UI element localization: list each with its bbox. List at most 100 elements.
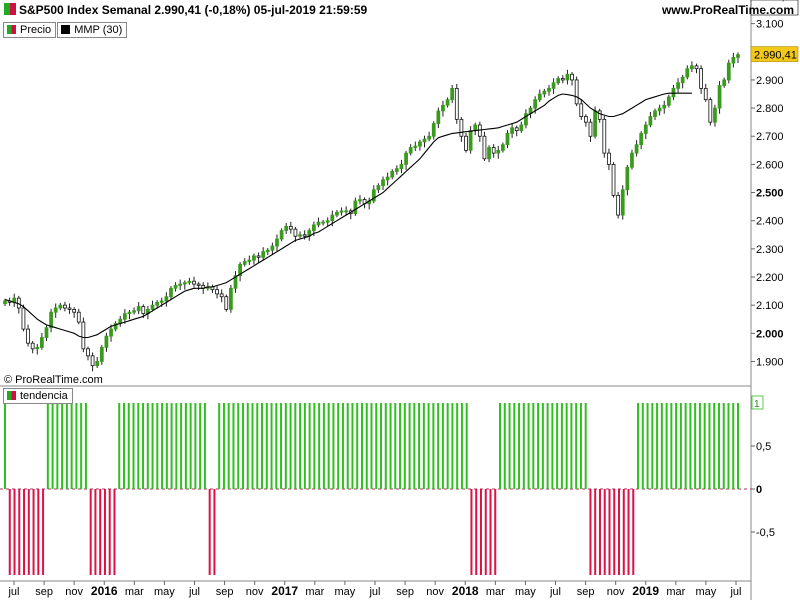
- site-label[interactable]: www.ProRealTime.com: [661, 3, 794, 17]
- candle: [339, 210, 344, 213]
- candle: [690, 65, 694, 70]
- candle: [680, 76, 685, 84]
- candle: [436, 110, 441, 124]
- candle: [570, 73, 574, 81]
- candle: [164, 296, 169, 302]
- ma-value-box: [750, 0, 799, 16]
- trend-y-tick-label: 0: [756, 484, 762, 496]
- x-tick-label: mar: [486, 586, 505, 598]
- x-tick-label: jul: [368, 586, 380, 598]
- candle: [468, 130, 473, 151]
- ma-path: [4, 92, 692, 339]
- candle: [63, 304, 67, 309]
- candle: [639, 133, 644, 146]
- candle: [427, 135, 432, 140]
- candle: [311, 224, 316, 231]
- candle: [671, 87, 676, 98]
- candle: [293, 228, 298, 237]
- candle: [325, 220, 330, 223]
- candle: [404, 152, 408, 165]
- candle: [482, 135, 487, 160]
- legend-price[interactable]: Precio: [3, 22, 57, 38]
- candle: [579, 103, 584, 117]
- candle: [330, 214, 335, 222]
- candle: [109, 328, 113, 337]
- candle: [275, 238, 279, 247]
- candle: [284, 225, 289, 231]
- candle: [252, 255, 256, 261]
- candle: [699, 68, 703, 89]
- x-tick-label: may: [154, 586, 175, 598]
- candle: [666, 96, 671, 106]
- candle: [413, 145, 418, 148]
- candle: [224, 296, 229, 310]
- candle: [676, 82, 680, 89]
- candle: [219, 293, 224, 298]
- candle: [316, 221, 321, 226]
- candle: [90, 355, 95, 367]
- x-tick-label: 2017: [271, 584, 298, 598]
- y-tick-label: 2.700: [756, 131, 784, 143]
- trend-last-label: 1: [754, 399, 760, 410]
- y-tick-label: 2.300: [756, 244, 784, 256]
- candle: [215, 289, 219, 295]
- candle: [565, 73, 570, 81]
- candle: [602, 118, 607, 154]
- candle: [187, 280, 192, 284]
- candle: [358, 199, 362, 202]
- candle: [390, 171, 395, 178]
- candle: [229, 287, 233, 310]
- candle: [159, 300, 164, 303]
- y-tick-label: 2.900: [756, 75, 784, 87]
- candle: [418, 141, 422, 147]
- ma-swatch-icon: [61, 25, 71, 34]
- candle: [491, 147, 496, 154]
- candle: [630, 152, 634, 168]
- candle: [49, 311, 53, 329]
- candle: [44, 327, 49, 338]
- x-tick-label: nov: [65, 586, 83, 598]
- candle: [611, 163, 616, 196]
- x-tick-label: sep: [35, 586, 53, 598]
- candle: [242, 261, 247, 265]
- candle: [685, 68, 690, 78]
- x-tick-label: nov: [607, 586, 625, 598]
- candle: [510, 127, 514, 134]
- time-x-axis: jul sep nov 2016 mar may jul sep nov 2017 mar may ju…: [7, 581, 742, 598]
- candle: [643, 124, 648, 134]
- candle: [648, 116, 653, 126]
- candle: [196, 283, 201, 286]
- candle: [588, 121, 593, 137]
- candle: [95, 361, 100, 367]
- candle: [726, 62, 731, 81]
- y-tick-label: 2.500: [756, 188, 784, 200]
- candle: [616, 194, 621, 216]
- candle: [556, 78, 561, 84]
- candle: [653, 110, 657, 117]
- trend-panel: [4, 403, 739, 575]
- candle: [81, 321, 86, 350]
- candle: [256, 255, 261, 258]
- candle: [279, 230, 284, 240]
- last-price-box: [750, 46, 799, 62]
- legend-ma[interactable]: MMP (30): [57, 22, 128, 38]
- candle: [708, 99, 713, 123]
- indicator-swatch-icon: [7, 391, 16, 400]
- x-tick-label: may: [696, 586, 717, 598]
- x-tick-label: nov: [246, 586, 264, 598]
- ma-value-label: 2.853,32: [754, 0, 797, 3]
- indicator-label[interactable]: tendencia: [3, 388, 73, 404]
- x-tick-label: may: [515, 586, 536, 598]
- candle: [597, 110, 602, 120]
- x-tick-label: may: [335, 586, 356, 598]
- candle: [394, 168, 399, 172]
- candle: [270, 245, 275, 251]
- candle: [72, 308, 77, 313]
- x-tick-label: jul: [7, 586, 19, 598]
- candle: [501, 144, 505, 151]
- trend-y-tick-label: 0,5: [756, 441, 771, 453]
- candle: [302, 234, 307, 237]
- candle: [21, 307, 26, 330]
- candle: [583, 116, 588, 123]
- y-tick-label: 2.600: [756, 159, 784, 171]
